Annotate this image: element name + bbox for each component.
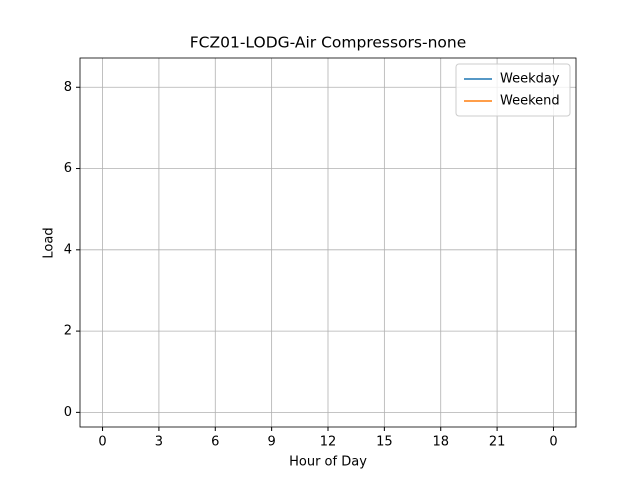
y-tick-label: 2 <box>64 324 72 339</box>
legend-label: Weekend <box>500 94 560 109</box>
y-axis-label: Load <box>42 227 57 258</box>
x-tick-label: 18 <box>432 435 449 450</box>
chart-title: FCZ01-LODG-Air Compressors-none <box>190 34 467 52</box>
x-tick-label: 9 <box>267 435 275 450</box>
y-tick-label: 6 <box>64 161 72 176</box>
x-tick-label: 6 <box>211 435 219 450</box>
x-tick-label: 3 <box>155 435 163 450</box>
x-tick-label: 12 <box>320 435 337 450</box>
axes-frame <box>79 57 577 428</box>
x-tick-label: 0 <box>549 435 557 450</box>
y-tick-label: 8 <box>64 80 72 95</box>
x-tick-label: 21 <box>489 435 506 450</box>
y-tick-label: 0 <box>64 405 72 420</box>
x-tick-label: 0 <box>98 435 106 450</box>
legend-box <box>455 63 571 117</box>
x-tick-label: 15 <box>376 435 393 450</box>
legend-label: Weekday <box>500 72 560 87</box>
x-axis-label: Hour of Day <box>289 455 367 470</box>
y-tick-label: 4 <box>64 242 72 257</box>
